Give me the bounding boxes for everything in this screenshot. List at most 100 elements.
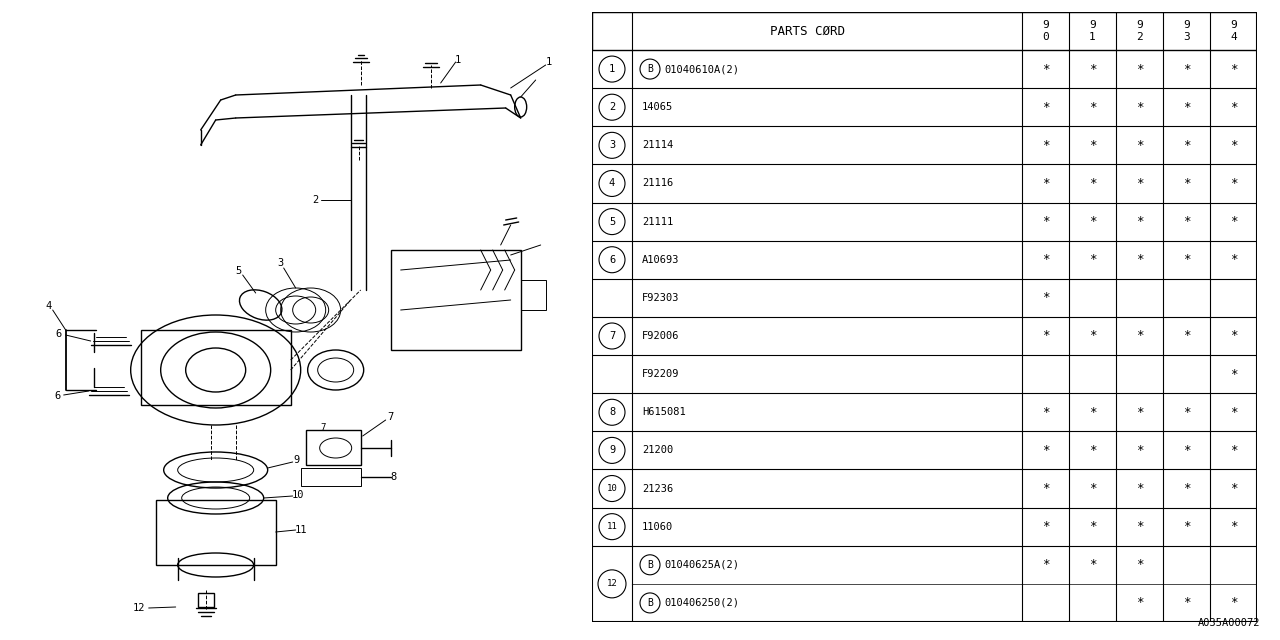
Text: A035A00072: A035A00072 <box>1198 618 1261 628</box>
Text: *: * <box>1089 215 1096 228</box>
Text: 010406250(2): 010406250(2) <box>664 598 739 608</box>
Text: *: * <box>1183 253 1190 266</box>
Text: *: * <box>1230 520 1238 533</box>
Text: *: * <box>1089 100 1096 114</box>
Text: *: * <box>1135 177 1143 190</box>
Text: *: * <box>1042 444 1050 457</box>
Text: 6: 6 <box>55 329 61 339</box>
Text: 6: 6 <box>55 391 61 401</box>
Text: *: * <box>1135 253 1143 266</box>
Text: 9: 9 <box>609 445 616 456</box>
Text: 11: 11 <box>294 525 307 535</box>
Text: 10: 10 <box>607 484 617 493</box>
Text: 01040625A(2): 01040625A(2) <box>664 560 739 570</box>
Text: 9
3: 9 3 <box>1183 20 1190 42</box>
Text: 7: 7 <box>388 412 394 422</box>
Text: 2: 2 <box>609 102 616 112</box>
Text: H615081: H615081 <box>643 407 686 417</box>
Text: 12: 12 <box>607 579 617 588</box>
Text: *: * <box>1042 558 1050 572</box>
Text: *: * <box>1042 215 1050 228</box>
Text: *: * <box>1135 139 1143 152</box>
Bar <box>521 280 545 310</box>
Text: *: * <box>1042 291 1050 305</box>
Text: *: * <box>1183 482 1190 495</box>
Text: 14065: 14065 <box>643 102 673 112</box>
Text: PARTS CØRD: PARTS CØRD <box>769 24 845 38</box>
Text: F92303: F92303 <box>643 293 680 303</box>
Text: 3: 3 <box>278 258 284 268</box>
Text: 1: 1 <box>609 64 616 74</box>
Text: *: * <box>1183 177 1190 190</box>
Bar <box>141 330 291 405</box>
Text: 6: 6 <box>609 255 616 265</box>
Text: *: * <box>1230 253 1238 266</box>
Text: 4: 4 <box>46 301 51 311</box>
Text: 9: 9 <box>293 455 300 465</box>
Text: B: B <box>648 598 653 608</box>
Text: 11060: 11060 <box>643 522 673 532</box>
Text: *: * <box>1135 406 1143 419</box>
Text: *: * <box>1135 330 1143 342</box>
Text: 5: 5 <box>236 266 242 276</box>
Text: *: * <box>1042 63 1050 76</box>
Text: *: * <box>1135 63 1143 76</box>
Text: *: * <box>1183 596 1190 609</box>
Text: *: * <box>1230 177 1238 190</box>
Text: 21111: 21111 <box>643 216 673 227</box>
Text: 21114: 21114 <box>643 140 673 150</box>
Text: *: * <box>1230 139 1238 152</box>
Text: *: * <box>1230 100 1238 114</box>
Text: *: * <box>1089 406 1096 419</box>
Text: 21116: 21116 <box>643 179 673 188</box>
Bar <box>306 430 361 465</box>
Text: 9
1: 9 1 <box>1089 20 1096 42</box>
Text: 21236: 21236 <box>643 484 673 493</box>
Text: *: * <box>1089 139 1096 152</box>
Text: A10693: A10693 <box>643 255 680 265</box>
Text: 7: 7 <box>609 331 616 341</box>
Text: 9
0: 9 0 <box>1042 20 1048 42</box>
Text: 12: 12 <box>132 603 145 613</box>
Text: *: * <box>1135 596 1143 609</box>
Text: *: * <box>1230 482 1238 495</box>
Text: *: * <box>1230 596 1238 609</box>
Bar <box>197 593 214 607</box>
Text: 11: 11 <box>607 522 617 531</box>
Text: 2: 2 <box>312 195 319 205</box>
Text: *: * <box>1042 100 1050 114</box>
Text: 01040610A(2): 01040610A(2) <box>664 64 739 74</box>
Text: *: * <box>1135 100 1143 114</box>
Text: *: * <box>1042 253 1050 266</box>
Text: *: * <box>1230 63 1238 76</box>
Text: 10: 10 <box>292 490 303 500</box>
Text: *: * <box>1183 100 1190 114</box>
Text: 8: 8 <box>390 472 397 482</box>
Text: *: * <box>1135 558 1143 572</box>
Text: 7: 7 <box>320 422 325 431</box>
Text: 3: 3 <box>609 140 616 150</box>
Text: *: * <box>1042 520 1050 533</box>
Text: *: * <box>1089 177 1096 190</box>
Text: *: * <box>1135 444 1143 457</box>
Text: F92006: F92006 <box>643 331 680 341</box>
Text: *: * <box>1089 520 1096 533</box>
Text: *: * <box>1183 215 1190 228</box>
Text: *: * <box>1183 139 1190 152</box>
Text: *: * <box>1183 520 1190 533</box>
Text: *: * <box>1135 215 1143 228</box>
Text: 9
2: 9 2 <box>1137 20 1143 42</box>
Text: *: * <box>1230 215 1238 228</box>
Text: B: B <box>648 64 653 74</box>
Text: 1: 1 <box>545 57 552 67</box>
Bar <box>301 468 361 486</box>
Text: *: * <box>1089 482 1096 495</box>
Text: *: * <box>1230 444 1238 457</box>
Text: 1: 1 <box>454 55 461 65</box>
Text: *: * <box>1089 558 1096 572</box>
Text: F92209: F92209 <box>643 369 680 379</box>
Text: *: * <box>1230 406 1238 419</box>
Text: *: * <box>1042 482 1050 495</box>
Bar <box>390 250 521 350</box>
Text: *: * <box>1183 444 1190 457</box>
